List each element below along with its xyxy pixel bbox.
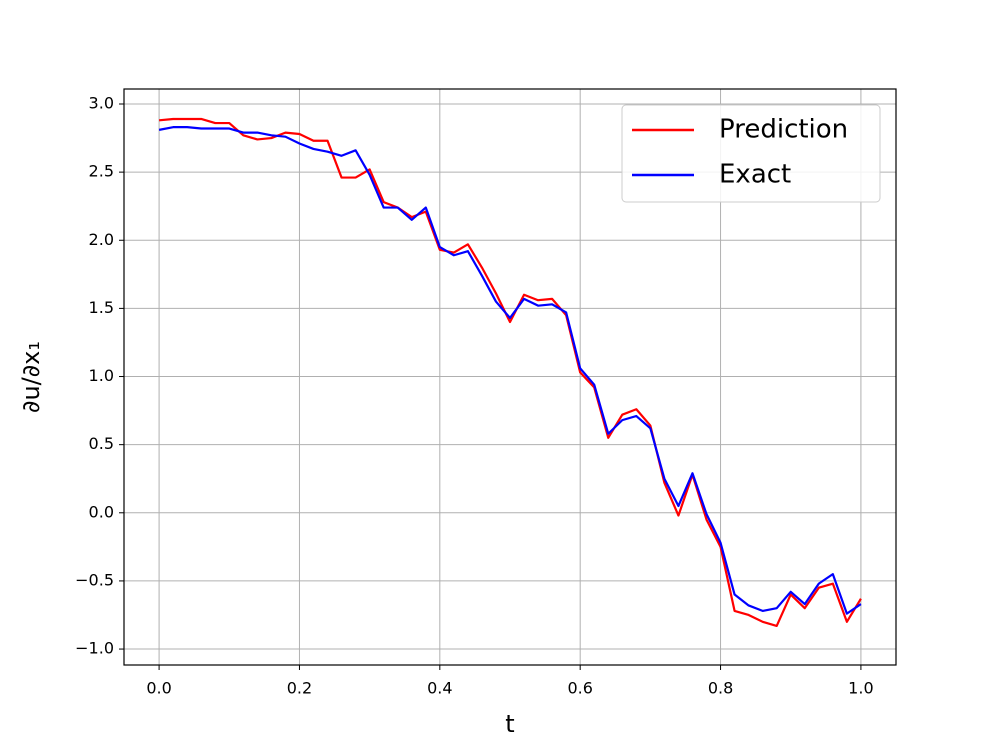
y-tick-label: 2.5 — [89, 162, 114, 181]
y-tick-label: 0.5 — [89, 434, 114, 453]
plot-frame — [123, 88, 897, 666]
x-tick-label: 0.6 — [567, 679, 592, 698]
y-tick-label: −1.0 — [75, 639, 114, 658]
x-axis-label: t — [505, 710, 514, 738]
x-tick-label: 0.2 — [287, 679, 312, 698]
y-tick-label: −0.5 — [75, 570, 114, 589]
x-tick-label: 0.4 — [427, 679, 452, 698]
x-tick-label: 0.8 — [708, 679, 733, 698]
y-tick-label: 1.0 — [89, 366, 114, 385]
legend-label: Exact — [719, 160, 791, 190]
x-tick-label: 1.0 — [848, 679, 873, 698]
legend: Prediction Exact — [621, 104, 881, 203]
y-tick-label: 1.5 — [89, 298, 114, 317]
y-tick-label: 2.0 — [89, 230, 114, 249]
legend-label: Prediction — [719, 115, 848, 145]
x-tick-label: 0.0 — [146, 679, 171, 698]
y-axis-label: ∂u/∂x₁ — [17, 341, 45, 413]
y-tick-label: 0.0 — [89, 502, 114, 521]
line-series — [158, 126, 862, 615]
y-tick-label: 3.0 — [89, 93, 114, 112]
